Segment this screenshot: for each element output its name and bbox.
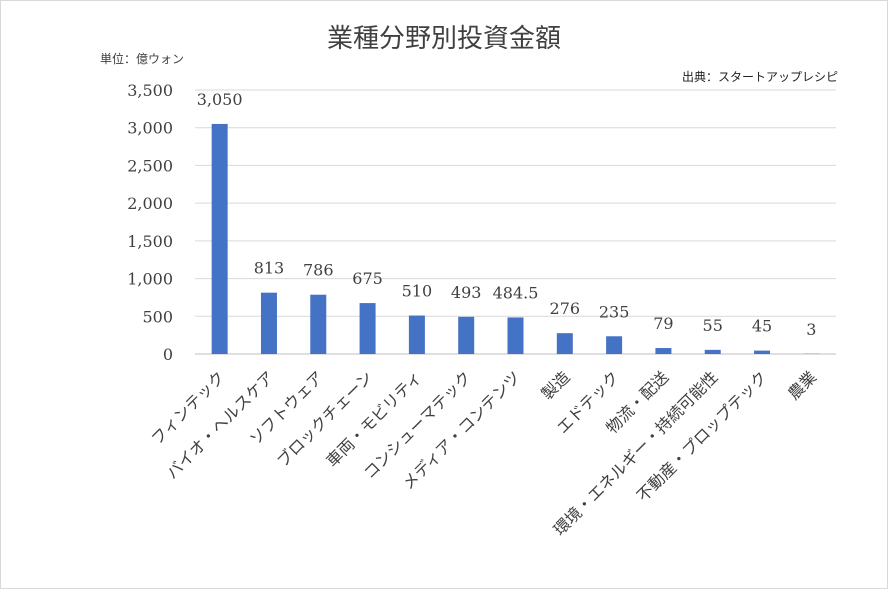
- y-tick-label: 2,000: [127, 194, 173, 213]
- data-label: 493: [451, 283, 482, 302]
- x-axis: フィンテックバイオ・ヘルスケアソフトウェアブロックチェーン車両・モビリティコンシ…: [147, 367, 820, 539]
- data-label: 235: [599, 302, 630, 321]
- bar: [408, 315, 425, 354]
- bar: [754, 350, 771, 354]
- bar: [507, 317, 524, 354]
- bar: [211, 123, 228, 354]
- data-label: 55: [703, 316, 723, 335]
- data-label: 79: [653, 314, 673, 333]
- y-tick-label: 1,500: [127, 232, 173, 251]
- y-tick-label: 0: [163, 345, 173, 364]
- bars: [211, 123, 820, 354]
- data-label: 276: [550, 299, 581, 318]
- y-axis: 0 500 1,000 1,500 2,000 2,500 3,000 3,500: [127, 81, 173, 364]
- unit-label: 単位：億ウォン: [100, 52, 185, 66]
- x-tick-label: 製造: [538, 367, 574, 403]
- data-label: 45: [752, 317, 772, 336]
- data-label: 510: [402, 282, 433, 301]
- bar: [655, 348, 672, 354]
- bar: [606, 336, 623, 354]
- bar: [310, 294, 327, 354]
- y-tick-label: 3,000: [127, 119, 173, 138]
- data-label: 813: [254, 259, 285, 278]
- data-label: 3,050: [197, 90, 243, 109]
- bar: [359, 303, 376, 354]
- y-tick-label: 2,500: [127, 156, 173, 175]
- y-tick-label: 3,500: [127, 81, 173, 100]
- data-label: 484.5: [493, 283, 539, 302]
- x-tick-label: 農業: [784, 367, 820, 403]
- data-labels: 3,050 813 786 675 510 493 484.5 276 235 79 55 45 3: [197, 90, 817, 339]
- data-label: 3: [806, 320, 816, 339]
- y-tick-label: 1,000: [127, 270, 173, 289]
- bar: [260, 292, 277, 354]
- chart-title: 業種分野別投資金額: [326, 24, 561, 54]
- bar: [556, 333, 573, 354]
- data-label: 675: [352, 269, 383, 288]
- data-label: 786: [303, 261, 334, 280]
- bar: [704, 349, 721, 354]
- gridlines: [195, 89, 836, 355]
- bar: [458, 316, 475, 354]
- source-label: 出典：スタートアップレシピ: [681, 70, 838, 84]
- y-tick-label: 500: [142, 307, 173, 326]
